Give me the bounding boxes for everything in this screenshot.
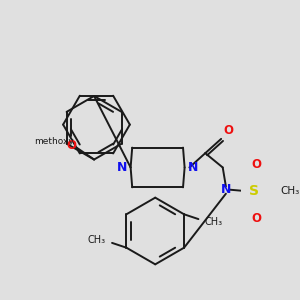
Text: CH₃: CH₃ [280,186,299,196]
Text: methoxy: methoxy [34,137,74,146]
Text: S: S [250,184,260,198]
Text: N: N [221,183,231,196]
Text: CH₃: CH₃ [88,235,106,245]
Text: N: N [188,161,198,174]
Text: O: O [251,158,261,171]
Text: O: O [67,139,77,152]
Text: CH₃: CH₃ [205,217,223,227]
Text: O: O [224,124,233,136]
Text: O: O [251,212,261,225]
Text: N: N [117,161,128,174]
